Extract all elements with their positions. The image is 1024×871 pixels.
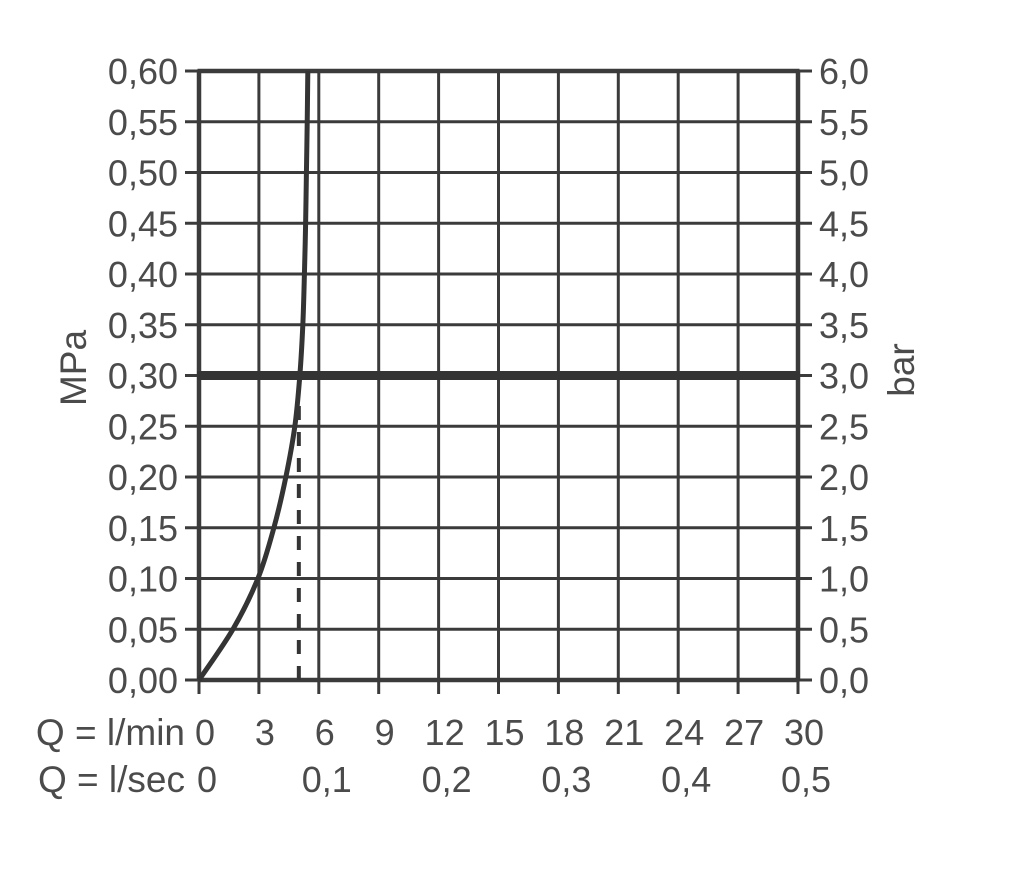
left-axis-tick-label: 0,40 (108, 254, 178, 295)
x-axis-lsec-tick-label: 0 (197, 759, 217, 800)
x-axis-lmin-tick-label: 18 (544, 712, 584, 753)
left-axis-tick-label: 0,05 (108, 609, 178, 650)
curve-layer (196, 70, 311, 682)
right-axis-tick-label: 3,0 (819, 356, 869, 397)
right-axis-tick-label: 4,5 (819, 203, 869, 244)
x-axis-primary-unit-label: Q = l/min (36, 712, 185, 753)
right-axis-tick-label: 6,0 (819, 51, 869, 92)
right-axis-tick-label: 1,5 (819, 508, 869, 549)
right-axis-tick-label: 5,0 (819, 153, 869, 194)
left-axis-tick-label: 0,55 (108, 102, 178, 143)
axis-ticks-layer (185, 69, 812, 694)
left-axis-tick-label: 0,25 (108, 406, 178, 447)
x-axis-lmin-tick-label: 30 (784, 712, 824, 753)
left-axis-tick-label: 0,10 (108, 559, 178, 600)
right-axis-tick-label: 1,0 (819, 559, 869, 600)
x-axis-lmin-tick-label: 24 (664, 712, 704, 753)
tick-labels-layer: 0,00 0,00,05 0,50,10 1,00,15 1,50,20 2,00,25 2… (108, 51, 869, 800)
y-axis-right-unit-label: bar (881, 343, 922, 396)
x-axis-lsec-tick-label: 0,4 (661, 759, 711, 800)
right-axis-tick-label: 0,0 (819, 660, 869, 701)
right-axis-tick-label: 0,5 (819, 609, 869, 650)
y-axis-left-unit-label: MPa (53, 330, 94, 407)
flow-performance-curve (196, 70, 311, 682)
left-axis-tick-label: 0,35 (108, 305, 178, 346)
left-axis-tick-label: 0,30 (108, 356, 178, 397)
x-axis-lmin-tick-label: 15 (484, 712, 524, 753)
left-axis-tick-label: 0,20 (108, 457, 178, 498)
left-axis-tick-label: 0,60 (108, 51, 178, 92)
right-axis-tick-label: 4,0 (819, 254, 869, 295)
left-axis-tick-label: 0,50 (108, 153, 178, 194)
axis-unit-labels-layer: MPa bar Q = l/min Q = l/sec (36, 330, 922, 800)
x-axis-lmin-tick-label: 6 (315, 712, 335, 753)
x-axis-lmin-tick-label: 12 (425, 712, 465, 753)
x-axis-lmin-tick-label: 3 (255, 712, 275, 753)
right-axis-tick-label: 5,5 (819, 102, 869, 143)
x-axis-secondary-unit-label: Q = l/sec (38, 759, 185, 800)
x-axis-lsec-tick-label: 0,2 (422, 759, 472, 800)
left-axis-tick-label: 0,15 (108, 508, 178, 549)
x-axis-lsec-tick-label: 0,1 (302, 759, 352, 800)
right-axis-tick-label: 3,5 (819, 305, 869, 346)
left-axis-tick-label: 0,45 (108, 203, 178, 244)
x-axis-lsec-tick-label: 0,3 (541, 759, 591, 800)
x-axis-lmin-tick-label: 9 (375, 712, 395, 753)
right-axis-tick-label: 2,0 (819, 457, 869, 498)
x-axis-lmin-tick-label: 27 (724, 712, 764, 753)
x-axis-lmin-tick-label: 0 (195, 712, 215, 753)
x-axis-lmin-tick-label: 21 (604, 712, 644, 753)
x-axis-lsec-tick-label: 0,5 (781, 759, 831, 800)
right-axis-tick-label: 2,5 (819, 406, 869, 447)
left-axis-tick-label: 0,00 (108, 660, 178, 701)
